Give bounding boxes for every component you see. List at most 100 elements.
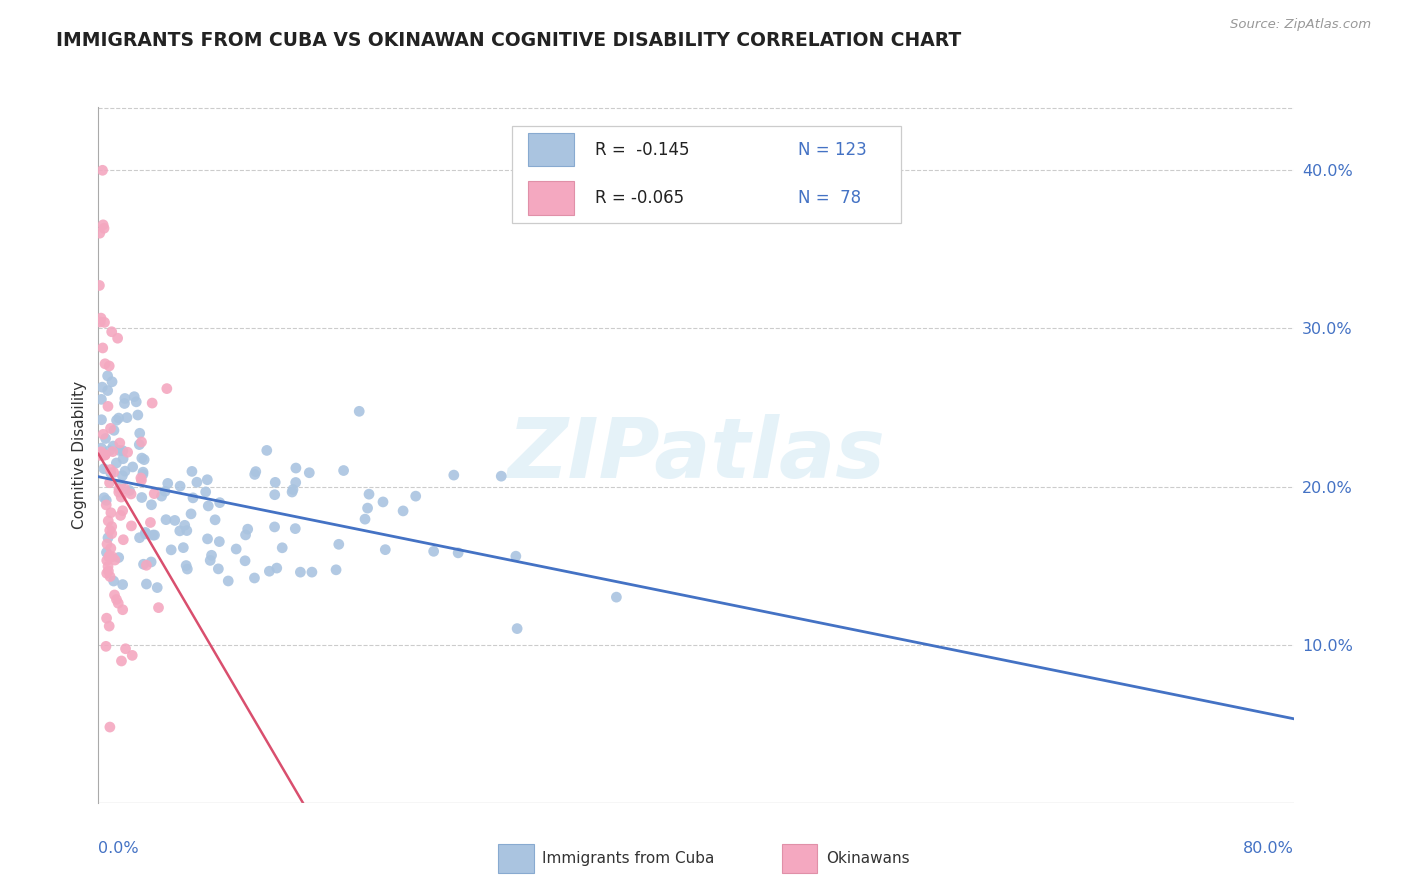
Point (290, 565, 312, 579)
Point (155, 513, 177, 527)
Point (114, 482, 136, 496)
Point (105, 413, 128, 427)
Point (97, 531, 120, 545)
Point (107, 485, 129, 500)
Point (108, 443, 131, 458)
Point (100, 519, 122, 533)
Point (103, 466, 125, 480)
Point (110, 477, 132, 491)
Point (91, 448, 114, 462)
Point (127, 408, 149, 422)
Point (505, 549, 527, 564)
Point (284, 461, 307, 475)
Point (89, 226, 111, 240)
Point (108, 436, 131, 450)
Point (96, 493, 118, 508)
Point (98, 549, 121, 563)
Point (143, 486, 166, 500)
Point (264, 475, 287, 490)
Point (107, 411, 129, 425)
Point (347, 404, 370, 418)
Y-axis label: Cognitive Disability: Cognitive Disability (72, 381, 87, 529)
Point (146, 581, 169, 595)
Point (108, 482, 131, 496)
Point (148, 600, 170, 615)
Point (90, 448, 112, 462)
Point (135, 577, 157, 591)
Point (281, 483, 304, 497)
Point (301, 565, 323, 579)
Point (114, 396, 136, 410)
Point (129, 471, 152, 485)
Point (100, 506, 122, 520)
Point (236, 522, 259, 536)
Point (89, 278, 111, 293)
Point (392, 504, 415, 518)
Point (96, 498, 118, 512)
Point (91, 380, 114, 394)
Point (174, 558, 197, 573)
Point (135, 558, 157, 573)
Point (112, 533, 135, 547)
Point (114, 464, 136, 478)
Point (94, 448, 117, 462)
Point (172, 541, 194, 555)
Point (91, 163, 114, 178)
Point (132, 467, 155, 482)
Point (90, 413, 112, 427)
Point (96, 553, 118, 567)
Point (111, 468, 134, 483)
Point (153, 484, 176, 499)
Point (98, 524, 121, 538)
Point (91, 341, 114, 355)
Point (94, 448, 117, 462)
Point (94, 357, 117, 371)
Point (197, 532, 219, 546)
Point (103, 423, 125, 437)
Point (169, 479, 191, 493)
Point (87, 448, 110, 462)
Text: IMMIGRANTS FROM CUBA VS OKINAWAN COGNITIVE DISABILITY CORRELATION CHART: IMMIGRANTS FROM CUBA VS OKINAWAN COGNITI… (56, 31, 962, 50)
Point (134, 527, 156, 541)
Point (97, 514, 120, 528)
Point (197, 499, 219, 513)
Point (125, 394, 148, 409)
Point (93, 221, 115, 235)
Point (110, 654, 132, 668)
Point (107, 596, 129, 610)
Point (90, 311, 112, 326)
Point (163, 513, 186, 527)
Point (208, 496, 231, 510)
Point (117, 445, 139, 459)
Point (121, 648, 143, 663)
Point (371, 495, 394, 509)
Point (97, 400, 120, 414)
Point (259, 564, 281, 578)
Point (96, 545, 118, 559)
Point (114, 392, 136, 406)
Point (93, 448, 115, 462)
Point (97, 368, 120, 383)
Point (405, 489, 427, 503)
Point (128, 531, 150, 545)
FancyBboxPatch shape (498, 844, 534, 873)
Point (176, 524, 198, 538)
Point (181, 464, 204, 478)
Point (91, 218, 114, 232)
Point (131, 491, 153, 505)
Text: N =  78: N = 78 (797, 189, 860, 207)
Point (100, 325, 122, 339)
Point (90, 392, 112, 407)
Point (90, 445, 112, 459)
Point (112, 451, 135, 466)
Point (131, 473, 153, 487)
Point (506, 622, 529, 636)
Point (105, 456, 128, 470)
Point (120, 519, 142, 533)
Point (284, 475, 307, 490)
Point (96, 611, 118, 625)
Point (281, 485, 304, 500)
Point (263, 488, 285, 502)
Point (447, 546, 470, 560)
Point (491, 469, 513, 483)
